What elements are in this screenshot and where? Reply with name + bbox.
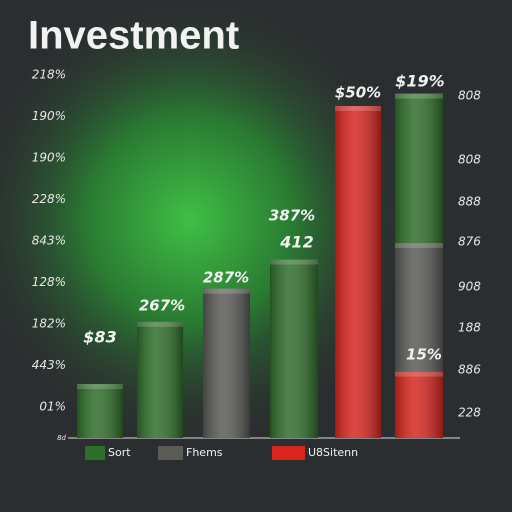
bar-cap — [270, 259, 318, 265]
bar-cap — [203, 288, 250, 294]
bar-cap — [335, 106, 381, 111]
bar-cap — [395, 93, 443, 99]
bar-cap — [77, 384, 123, 390]
bar-shade — [395, 242, 443, 372]
y-tick-label: 218% — [32, 67, 66, 81]
y-tick-label: 182% — [32, 316, 66, 330]
bar-shade — [203, 288, 250, 438]
legend-label: U8Sitenn — [308, 446, 358, 459]
annotation: 387% — [269, 207, 315, 225]
annotation: 412 — [279, 233, 313, 252]
bar-shade — [395, 93, 443, 243]
annotation: $19% — [395, 72, 444, 91]
bar-shade — [270, 259, 318, 438]
annotation: 287% — [203, 269, 249, 287]
y2-tick-label: 908 — [458, 279, 481, 293]
legend-swatch — [272, 446, 305, 460]
y2-tick-label: 876 — [458, 235, 481, 249]
annotation: $83 — [83, 328, 116, 347]
y-tick-label: 190% — [32, 150, 66, 164]
bar-cap — [395, 242, 443, 248]
y-tick-label: 190% — [32, 109, 66, 123]
legend-label: Fhems — [186, 446, 223, 459]
y-tick-label: 8d — [57, 434, 66, 442]
chart-title: Investment — [28, 14, 239, 58]
annotation: $50% — [335, 84, 381, 102]
annotation: 15% — [406, 346, 442, 364]
bar-shade — [137, 321, 183, 438]
y-tick-label: 01% — [39, 399, 66, 413]
y-tick-label: 128% — [32, 275, 66, 289]
y2-tick-label: 808 — [458, 89, 481, 103]
bar-shade — [335, 106, 381, 438]
y-tick-label: 843% — [32, 233, 66, 247]
y2-tick-label: 228 — [458, 406, 481, 420]
legend-swatch — [85, 446, 105, 460]
y2-tick-label: 808 — [458, 152, 481, 166]
y2-tick-label: 888 — [458, 194, 481, 208]
y-tick-label: 228% — [32, 192, 66, 206]
legend-label: Sort — [108, 446, 131, 459]
annotation: 267% — [139, 297, 185, 315]
bar-shade — [77, 384, 123, 438]
y2-tick-label: 188 — [458, 321, 481, 335]
y2-tick-label: 886 — [458, 362, 481, 376]
bar-cap — [137, 321, 183, 327]
bar-shade — [395, 371, 443, 438]
bar-cap — [395, 371, 443, 377]
legend-swatch — [158, 446, 183, 460]
y-tick-label: 443% — [32, 358, 66, 372]
